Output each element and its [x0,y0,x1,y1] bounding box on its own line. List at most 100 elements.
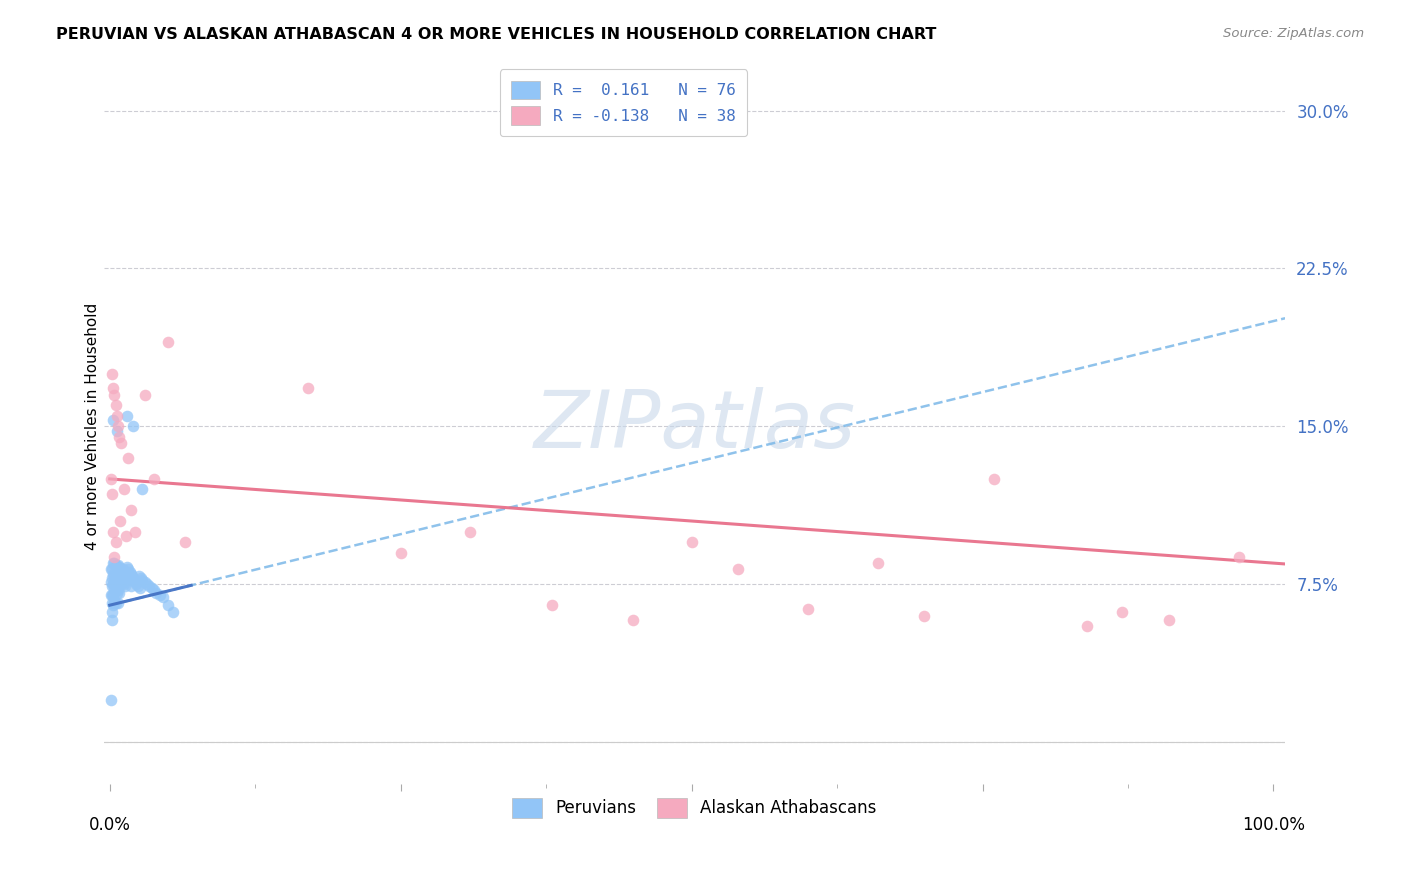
Point [124,524,146,539]
Text: PERUVIAN VS ALASKAN ATHABASCAN 4 OR MORE VEHICLES IN HOUSEHOLD CORRELATION CHART: PERUVIAN VS ALASKAN ATHABASCAN 4 OR MORE… [56,27,936,42]
Point [103,556,125,570]
Point [114,566,136,581]
Point [152,590,174,604]
Point [138,579,160,593]
Point [100,575,122,590]
Point [101,605,124,619]
Point [174,535,197,549]
Point [112,565,135,579]
Point [541,598,564,612]
Point [107,583,129,598]
Point [110,565,132,579]
Point [105,424,128,438]
Point [134,575,156,590]
Point [1157,613,1180,627]
Point [136,577,159,591]
Point [100,562,122,576]
Point [103,582,125,596]
Point [1111,605,1133,619]
Point [101,571,124,585]
Point [121,568,143,582]
Point [115,529,138,543]
Point [103,524,125,539]
Point [101,588,124,602]
Point [108,585,131,599]
Point [104,583,127,598]
Point [103,381,125,395]
Point [108,562,131,576]
Point [120,579,142,593]
Point [124,575,146,590]
Point [103,549,125,564]
Point [621,613,644,627]
Point [125,577,148,591]
Point [101,562,124,576]
Point [103,588,125,602]
Point [100,693,122,707]
Point [117,562,139,576]
Point [108,575,131,590]
Point [912,608,935,623]
Point [131,573,153,587]
Point [142,472,165,486]
Point [107,558,129,573]
Point [145,585,167,599]
Point [1076,619,1098,633]
Point [107,419,129,434]
Text: 0.0%: 0.0% [89,815,131,834]
Point [122,571,145,585]
Point [983,472,1005,486]
Point [156,598,179,612]
Point [105,573,128,587]
Text: ZIPatlas: ZIPatlas [533,387,856,466]
Point [108,514,131,528]
Point [108,430,131,444]
Point [389,545,412,559]
Point [103,413,125,427]
Point [100,472,122,486]
Point [107,596,129,610]
Point [727,562,749,576]
Point [112,483,135,497]
Point [104,398,127,412]
Point [104,535,127,549]
Point [129,571,152,585]
Point [141,582,163,596]
Point [115,560,138,574]
Point [111,562,134,576]
Y-axis label: 4 or more Vehicles in Household: 4 or more Vehicles in Household [86,302,100,550]
Point [103,598,125,612]
Point [122,573,145,587]
Point [112,577,135,591]
Point [100,588,122,602]
Point [866,556,889,570]
Point [101,486,124,500]
Point [101,596,124,610]
Point [127,579,149,593]
Point [118,565,141,579]
Point [104,596,127,610]
Point [115,568,138,582]
Point [122,419,145,434]
Point [103,568,125,582]
Point [120,566,142,581]
Point [149,588,172,602]
Point [114,579,136,593]
Point [101,367,124,381]
Point [129,582,152,596]
Point [110,436,132,450]
Point [103,566,125,581]
Point [103,594,125,608]
Point [111,575,134,590]
Point [797,602,820,616]
Point [460,524,482,539]
Point [115,409,138,423]
Point [120,503,142,517]
Point [103,556,125,570]
Point [107,571,129,585]
Point [110,577,132,591]
Point [108,573,131,587]
Point [1227,549,1250,564]
Point [128,568,150,582]
Point [105,409,128,423]
